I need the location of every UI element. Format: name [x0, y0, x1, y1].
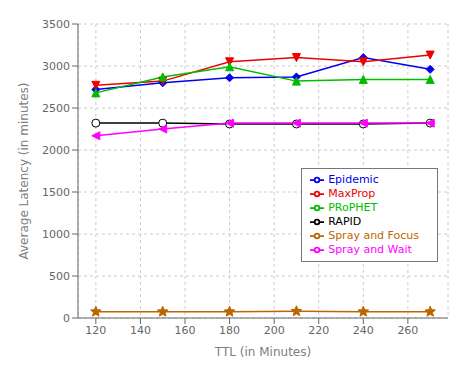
svg-text:TTL (in Minutes): TTL (in Minutes) [214, 345, 311, 359]
svg-text:3000: 3000 [42, 60, 70, 73]
svg-text:1000: 1000 [42, 228, 70, 241]
svg-text:0: 0 [63, 312, 70, 325]
html-text:MaxProp: MaxProp [328, 187, 376, 200]
svg-text:160: 160 [174, 324, 195, 337]
html-text:Spray and Focus: Spray and Focus [328, 229, 419, 242]
svg-text:120: 120 [85, 324, 106, 337]
svg-text:200: 200 [264, 324, 285, 337]
html-text:PRoPHET: PRoPHET [328, 201, 378, 214]
html-text:RAPID: RAPID [328, 215, 362, 228]
svg-text:140: 140 [130, 324, 151, 337]
svg-text:2500: 2500 [42, 102, 70, 115]
svg-text:240: 240 [353, 324, 374, 337]
svg-text:180: 180 [219, 324, 240, 337]
svg-text:260: 260 [397, 324, 418, 337]
svg-text:1500: 1500 [42, 186, 70, 199]
svg-text:2000: 2000 [42, 144, 70, 157]
svg-text:500: 500 [49, 270, 70, 283]
html-text:Epidemic: Epidemic [328, 173, 379, 186]
html-text:Spray and Wait: Spray and Wait [328, 243, 412, 256]
svg-text:3500: 3500 [42, 18, 70, 31]
svg-text:Average Latency (in minutes): Average Latency (in minutes) [17, 82, 31, 259]
svg-text:220: 220 [308, 324, 329, 337]
